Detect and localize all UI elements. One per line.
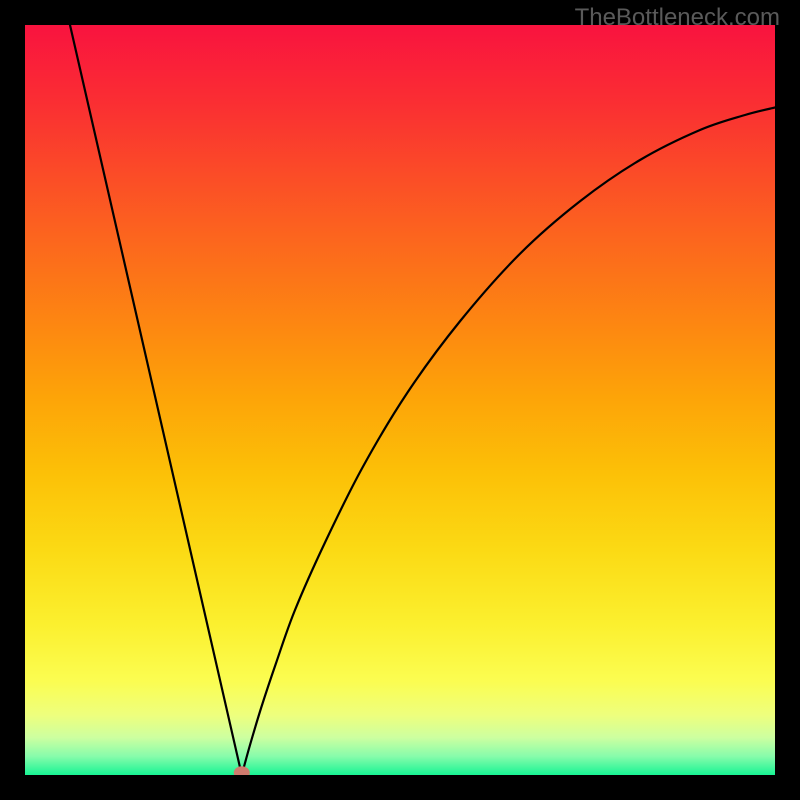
minimum-marker (234, 766, 250, 775)
plot-area (25, 25, 775, 775)
outer-frame: TheBottleneck.com (0, 0, 800, 800)
curve-layer (25, 25, 775, 775)
bottleneck-curve (70, 25, 775, 775)
